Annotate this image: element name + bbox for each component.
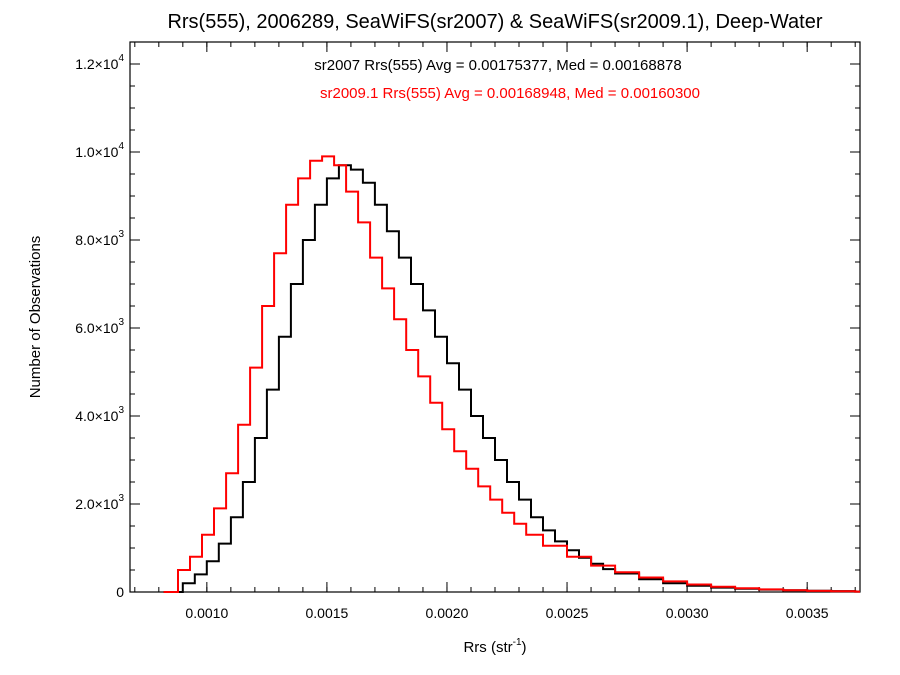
y-tick-label: 6.0×103 — [75, 317, 124, 336]
y-tick-label: 2.0×103 — [75, 493, 124, 512]
y-tick-label: 8.0×103 — [75, 229, 124, 248]
x-tick-label: 0.0030 — [666, 605, 709, 621]
x-axis-label-sup: -1 — [513, 637, 522, 648]
y-tick-exponent: 3 — [118, 229, 124, 240]
x-axis-label-end: ) — [522, 639, 527, 656]
y-tick-mantissa: 1.0×10 — [75, 144, 118, 160]
y-tick-label: 1.2×104 — [75, 53, 124, 72]
x-tick-label: 0.0035 — [786, 605, 829, 621]
y-tick-mantissa: 4.0×10 — [75, 408, 118, 424]
y-axis-label: Number of Observations — [27, 236, 44, 399]
x-tick-labels: 0.0010 0.0015 0.0020 0.0025 0.0030 0.0035 — [185, 605, 828, 621]
x-tick-label: 0.0025 — [546, 605, 589, 621]
y-tick-label: 4.0×103 — [75, 405, 124, 424]
plot-frame — [129, 41, 861, 593]
chart-title: Rrs(555), 2006289, SeaWiFS(sr2007) & Sea… — [167, 11, 822, 33]
axis-ticks — [130, 42, 860, 593]
y-tick-mantissa: 8.0×10 — [75, 232, 118, 248]
y-tick-exponent: 4 — [118, 53, 124, 64]
y-tick-mantissa: 2.0×10 — [75, 496, 118, 512]
x-tick-label: 0.0015 — [305, 605, 348, 621]
y-tick-labels: 02.0×1034.0×1036.0×1038.0×1031.0×1041.2×… — [75, 53, 124, 600]
y-tick-exponent: 4 — [118, 141, 124, 152]
series-layer — [163, 155, 860, 593]
annotation-sr2009: sr2009.1 Rrs(555) Avg = 0.00168948, Med … — [320, 85, 700, 102]
y-tick-exponent: 3 — [118, 493, 124, 504]
y-tick-mantissa: 1.2×10 — [75, 56, 118, 72]
x-tick-label: 0.0010 — [185, 605, 228, 621]
annotation-sr2007: sr2007 Rrs(555) Avg = 0.00175377, Med = … — [314, 57, 682, 74]
y-tick-label: 1.0×104 — [75, 141, 124, 160]
x-axis-label: Rrs (str-1) — [463, 637, 526, 656]
y-tick-mantissa: 0 — [116, 584, 124, 600]
y-tick-exponent: 3 — [118, 405, 124, 416]
x-tick-label: 0.0020 — [426, 605, 469, 621]
x-axis-label-main: Rrs (str — [463, 639, 512, 656]
series-line-0 — [163, 164, 860, 593]
y-tick-mantissa: 6.0×10 — [75, 320, 118, 336]
y-tick-label: 0 — [116, 584, 124, 600]
series-line-1 — [163, 155, 860, 593]
y-tick-exponent: 3 — [118, 317, 124, 328]
